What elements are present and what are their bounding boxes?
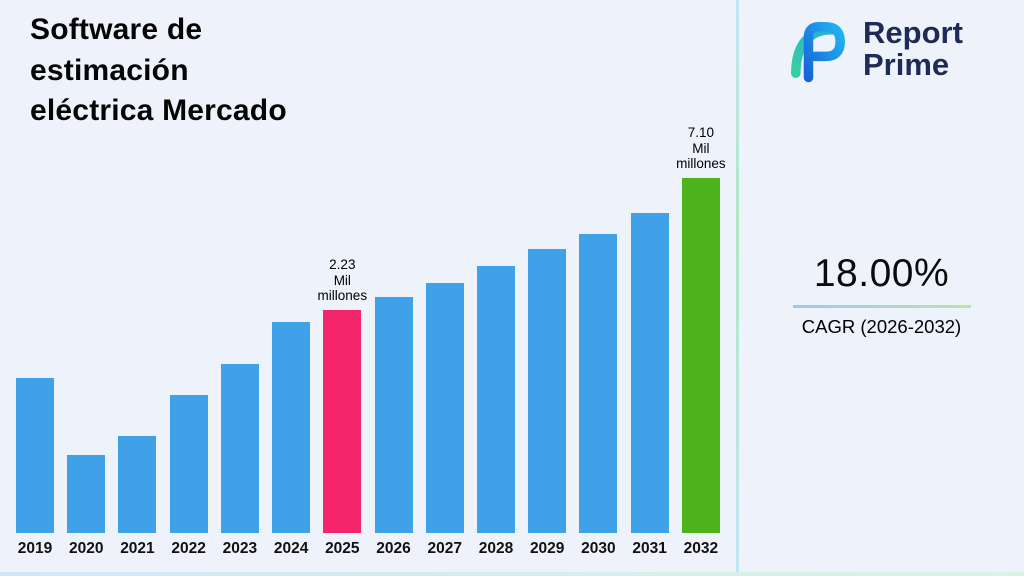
bar-cell-2021: 2021 [118, 108, 157, 558]
cagr-underline [792, 305, 971, 308]
bar-2020 [67, 455, 106, 533]
bar-chart: 2019 2020 2021 2022 2023 2024 2.23 Mil millones 2… [16, 108, 726, 558]
bar-2027 [425, 283, 464, 533]
bar-cell-2024: 2024 [272, 108, 311, 558]
x-axis-label-2022: 2022 [171, 540, 206, 557]
bar-cell-2022: 2022 [169, 108, 208, 558]
x-axis-label-2030: 2030 [581, 540, 616, 557]
bar-cell-2032: 7.10 Mil millones 2032 [676, 108, 726, 558]
x-axis-label-2027: 2027 [427, 540, 462, 557]
bar-value-label-2025: 2.23 Mil millones [317, 257, 368, 304]
x-axis-label-2029: 2029 [529, 540, 565, 557]
bar-cell-2020: 2020 [67, 108, 106, 558]
brand-name-line1: Report [863, 15, 963, 51]
bar-cell-2029: 2029 [528, 108, 567, 558]
page-title: Software de estimación eléctrica Mercado [30, 10, 390, 132]
bar-2024 [272, 322, 311, 533]
x-axis-label-2019: 2019 [17, 540, 53, 557]
bar-cell-2019: 2019 [16, 108, 54, 558]
report-prime-logo-icon [791, 22, 845, 83]
bar-2028 [476, 266, 515, 533]
bar-2032 [681, 178, 720, 533]
bar-2031 [630, 213, 669, 533]
bar-cell-2028: 2028 [476, 108, 515, 558]
bar-2021 [118, 436, 157, 533]
bottom-accent-strip [0, 572, 1024, 576]
x-axis-label-2032: 2032 [683, 540, 719, 557]
bar-2022 [169, 395, 208, 533]
page-title-line: estimación [30, 53, 189, 87]
brand-logo: Report Prime [781, 12, 963, 86]
brand-name: Report Prime [863, 17, 963, 81]
brand-name-line2: Prime [863, 47, 950, 82]
bar-2019 [16, 378, 54, 533]
page-title-line: eléctrica Mercado [30, 94, 287, 127]
bar-cell-2026: 2026 [374, 108, 413, 558]
x-axis-label-2026: 2026 [376, 540, 411, 557]
x-axis-label-2031: 2031 [632, 540, 667, 557]
bar-2025 [323, 310, 362, 533]
x-axis-label-2023: 2023 [222, 540, 258, 557]
chart-section: Software de estimación eléctrica Mercado… [16, 10, 726, 558]
cagr-label: CAGR (2026-2032) [801, 316, 962, 337]
bar-2030 [579, 234, 618, 533]
cagr-block: 18.00% CAGR (2026-2032) [739, 252, 1024, 338]
bar-cell-2025: 2.23 Mil millones 2025 [318, 108, 368, 558]
bar-value-label-2032: 7.10 Mil millones [676, 125, 726, 172]
x-axis-label-2020: 2020 [68, 540, 104, 557]
bar-cell-2030: 2030 [579, 108, 618, 558]
bar-cell-2031: 2031 [630, 108, 669, 558]
bar-2029 [528, 249, 567, 533]
x-axis-label-2024: 2024 [273, 540, 309, 557]
x-axis-label-2028: 2028 [478, 540, 514, 557]
cagr-value: 18.00% [813, 252, 950, 295]
vertical-divider [736, 0, 739, 576]
x-axis-label-2025: 2025 [325, 540, 360, 557]
page-title-line: Software de [30, 13, 203, 46]
bar-cell-2027: 2027 [425, 108, 464, 558]
bar-cell-2023: 2023 [220, 108, 259, 558]
bar-2023 [220, 364, 259, 533]
x-axis-label-2021: 2021 [120, 540, 155, 557]
bar-2026 [374, 297, 413, 533]
side-panel: Report Prime 18.00% CAGR (2026-2032) [739, 0, 1024, 576]
